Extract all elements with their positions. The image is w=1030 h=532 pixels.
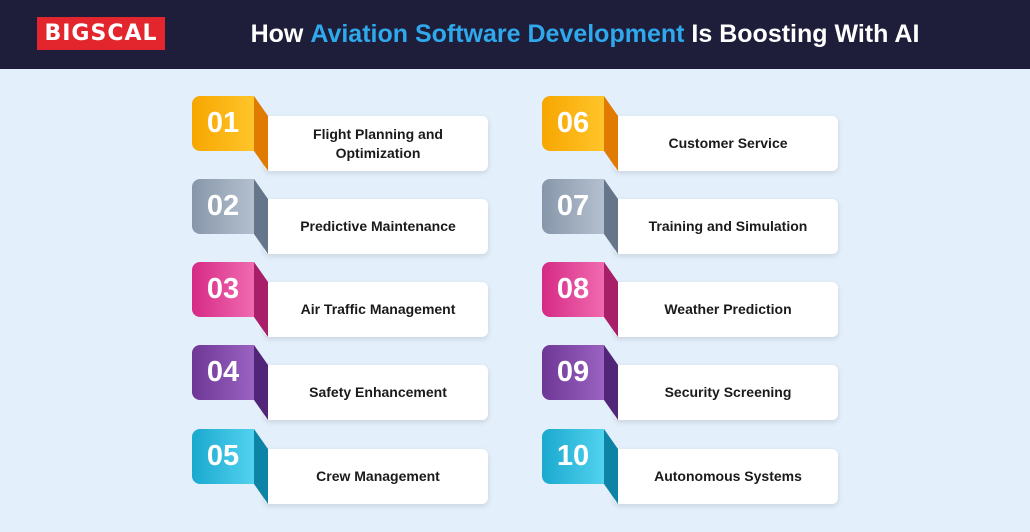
badge-fold-shape <box>604 96 618 171</box>
badge-fold <box>254 96 268 171</box>
badge-fold-shape <box>604 179 618 254</box>
feature-card: Crew Management <box>264 449 488 504</box>
feature-card: Customer Service <box>614 116 838 171</box>
badge-number: 06 <box>556 107 590 139</box>
feature-label: Safety Enhancement <box>309 384 447 400</box>
title-suffix: Is Boosting With AI <box>691 20 920 48</box>
number-badge: 08 <box>542 262 604 317</box>
feature-card: Flight Planning and Optimization <box>264 116 488 171</box>
feature-card: Air Traffic Management <box>264 282 488 337</box>
badge-fold <box>604 262 618 337</box>
feature-item: Air Traffic Management 03 <box>192 262 490 340</box>
badge-number: 09 <box>556 356 590 388</box>
feature-label: Flight Planning and Optimization <box>313 125 443 161</box>
feature-card: Autonomous Systems <box>614 449 838 504</box>
feature-card: Predictive Maintenance <box>264 199 488 254</box>
bigscal-logo[interactable]: BIGSCAL <box>37 17 165 50</box>
feature-label: Weather Prediction <box>664 301 792 317</box>
badge-fold <box>254 429 268 504</box>
logo-text: BIGSCAL <box>44 21 158 46</box>
badge-number: 04 <box>206 356 240 388</box>
badge-fold-shape <box>254 96 268 171</box>
badge-fold <box>254 345 268 420</box>
feature-label: Training and Simulation <box>648 218 808 234</box>
feature-item: Safety Enhancement 04 <box>192 345 490 423</box>
feature-item: Customer Service 06 <box>542 96 840 174</box>
feature-item: Security Screening 09 <box>542 345 840 423</box>
number-badge: 09 <box>542 345 604 400</box>
badge-fold-shape <box>254 429 268 504</box>
badge-fold-shape <box>604 345 618 420</box>
badge-fold-shape <box>254 262 268 337</box>
feature-item: Flight Planning and Optimization 01 <box>192 96 490 174</box>
badge-fold-shape <box>254 345 268 420</box>
badge-fold-shape <box>604 262 618 337</box>
feature-label: Security Screening <box>664 384 792 400</box>
badge-number: 05 <box>206 440 240 472</box>
number-badge: 03 <box>192 262 254 317</box>
badge-fold <box>254 179 268 254</box>
badge-fold <box>604 179 618 254</box>
feature-label: Customer Service <box>668 135 788 151</box>
page-title: How Aviation Software Development Is Boo… <box>205 0 965 69</box>
number-badge: 04 <box>192 345 254 400</box>
feature-item: Predictive Maintenance 02 <box>192 179 490 257</box>
feature-item: Training and Simulation 07 <box>542 179 840 257</box>
badge-number: 10 <box>556 440 590 472</box>
feature-label: Autonomous Systems <box>654 468 802 484</box>
number-badge: 10 <box>542 429 604 484</box>
feature-label: Air Traffic Management <box>300 301 456 317</box>
badge-number: 07 <box>556 190 590 222</box>
feature-label: Predictive Maintenance <box>300 218 456 234</box>
feature-card: Weather Prediction <box>614 282 838 337</box>
number-badge: 01 <box>192 96 254 151</box>
feature-item: Weather Prediction 08 <box>542 262 840 340</box>
feature-card: Safety Enhancement <box>264 365 488 420</box>
number-badge: 06 <box>542 96 604 151</box>
number-badge: 05 <box>192 429 254 484</box>
feature-label: Crew Management <box>316 468 440 484</box>
title-highlight: Aviation Software Development <box>310 20 685 48</box>
badge-fold <box>604 96 618 171</box>
badge-fold-shape <box>254 179 268 254</box>
badge-fold <box>604 429 618 504</box>
number-badge: 02 <box>192 179 254 234</box>
badge-number: 02 <box>206 190 240 222</box>
number-badge: 07 <box>542 179 604 234</box>
feature-item: Crew Management 05 <box>192 429 490 507</box>
badge-fold-shape <box>604 429 618 504</box>
feature-card: Security Screening <box>614 365 838 420</box>
badge-number: 03 <box>206 273 240 305</box>
feature-item: Autonomous Systems 10 <box>542 429 840 507</box>
title-prefix: How <box>250 20 304 48</box>
feature-card: Training and Simulation <box>614 199 838 254</box>
badge-fold <box>604 345 618 420</box>
badge-number: 01 <box>206 107 240 139</box>
badge-fold <box>254 262 268 337</box>
badge-number: 08 <box>556 273 590 305</box>
header-bar: BIGSCAL How Aviation Software Developmen… <box>0 0 1030 69</box>
